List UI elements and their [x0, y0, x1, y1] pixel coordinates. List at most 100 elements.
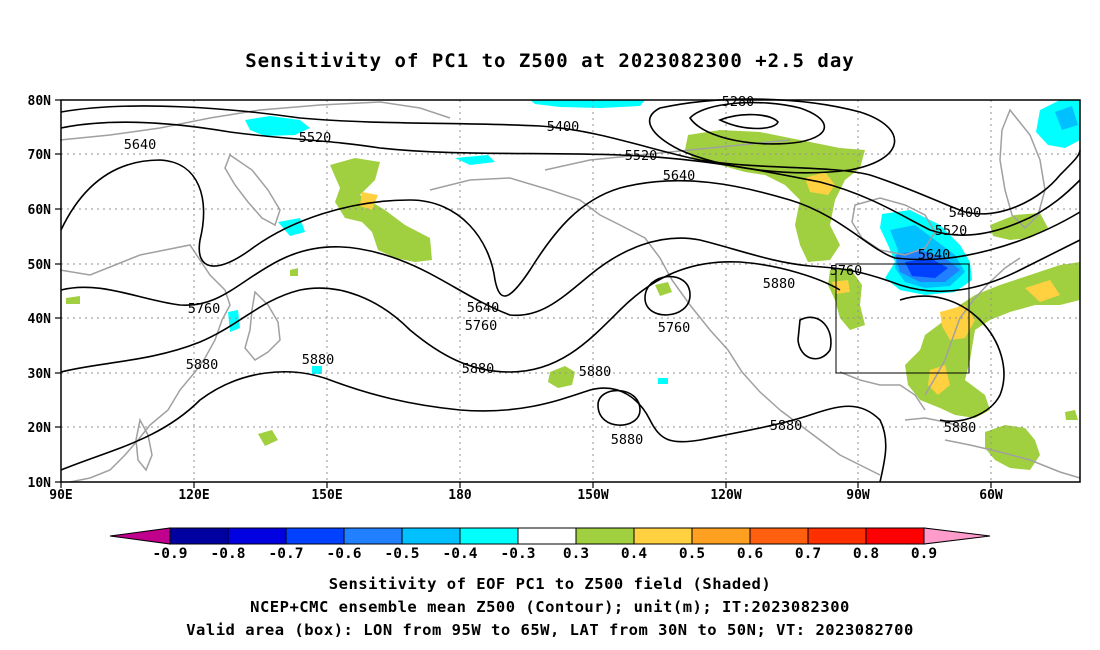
coast-asia: [59, 244, 231, 483]
contour-label: 5760: [830, 263, 863, 279]
coast-caribbean: [904, 417, 966, 429]
shade-yellow-3: [940, 305, 975, 340]
contour-label: 5760: [465, 318, 498, 334]
shade-yellow-6: [360, 192, 378, 210]
lon-tick-label: 180: [448, 488, 472, 503]
colorbar-label: 0.9: [911, 546, 937, 562]
contour-label: 5880: [770, 418, 803, 434]
colorbar-label: 0.5: [679, 546, 705, 562]
contour-label: 5640: [124, 137, 157, 153]
lon-tick-label: 120W: [710, 488, 741, 503]
contour-5880: [60, 260, 841, 373]
colorbar-cell: [691, 527, 751, 545]
contour-label: 5880: [302, 352, 335, 368]
colorbar-cell: [575, 527, 635, 545]
shade-negative-kamchatka: [245, 116, 310, 136]
colorbar-label: 0.8: [853, 546, 879, 562]
footer-line-valid-area: Valid area (box): LON from 95W to 65W, L…: [186, 621, 914, 639]
shade-positive-pacific-1: [548, 366, 575, 388]
colorbar-label: -0.8: [211, 546, 246, 562]
coast-kamchatka: [224, 153, 281, 227]
shade-positive-dot-2: [290, 268, 298, 276]
lat-tick-label: 20N: [28, 421, 52, 436]
contour-label: 5640: [467, 300, 500, 316]
colorbar-arrow-left: [109, 527, 171, 545]
contour-5880-gulf: [797, 316, 832, 360]
shade-negative-japan: [228, 310, 240, 332]
contour-label: 5520: [935, 223, 968, 239]
shade-positive-caribbean: [985, 425, 1040, 470]
contour-label: 5760: [658, 320, 691, 336]
lat-tick-label: 50N: [28, 258, 52, 273]
graticule: [61, 100, 1080, 482]
colorbar-cell: [169, 527, 229, 545]
lat-tick-label: 40N: [28, 312, 52, 327]
coast-alaska: [429, 177, 781, 411]
shade-positive-dot-1: [66, 296, 80, 304]
shade-positive-atlantic: [905, 262, 1080, 418]
shade-positive-japan-sea: [330, 158, 432, 262]
colorbar-cell: [459, 527, 519, 545]
colorbar-arrow-right: [923, 527, 991, 545]
colorbar-cell: [343, 527, 403, 545]
contour-5280-inner: [718, 113, 779, 130]
colorbar-cell: [517, 527, 577, 545]
lon-tick-label: 150E: [311, 488, 342, 503]
lat-axis: 80N 70N 60N 50N 40N 30N 20N 10N: [28, 94, 52, 491]
lon-tick-label: 150W: [577, 488, 608, 503]
shade-negative-top: [530, 100, 645, 108]
coast-mexico: [779, 409, 881, 476]
colorbar-label: 0.4: [621, 546, 647, 562]
lon-tick-label: 90E: [49, 488, 72, 503]
shade-yellow-5: [1025, 280, 1060, 302]
z500-contours: [60, 98, 1081, 483]
shade-yellow-1: [805, 172, 835, 195]
lon-tick-label: 120E: [178, 488, 209, 503]
tick-marks: [55, 99, 992, 488]
coast-south-america: [944, 439, 1081, 479]
shade-positive-bc-coast: [655, 282, 672, 296]
contour-5760: [60, 237, 1081, 317]
contour-label: 5640: [663, 168, 696, 184]
lat-tick-label: 60N: [28, 203, 52, 218]
contour-label: 5880: [579, 364, 612, 380]
shade-positive-greenland: [990, 213, 1048, 240]
colorbar-label: -0.7: [269, 546, 304, 562]
footer-line-contour: NCEP+CMC ensemble mean Z500 (Contour); u…: [250, 598, 850, 616]
colorbar-cell: [807, 527, 867, 545]
colorbar-cell: [227, 527, 287, 545]
shaded-sensitivity: [66, 100, 1080, 470]
contour-5640: [60, 159, 1081, 297]
colorbar-label: -0.6: [327, 546, 362, 562]
shade-positive-dot-3: [1065, 410, 1078, 420]
lon-tick-label: 90W: [846, 488, 870, 503]
contour-label: 5880: [186, 357, 219, 373]
colorbar-label: -0.4: [443, 546, 478, 562]
plot-frame: [60, 99, 1081, 483]
colorbar-label: -0.5: [385, 546, 420, 562]
shade-negative-pacific: [455, 155, 495, 165]
contour-5760-bc: [644, 275, 691, 316]
contour-5280: [688, 101, 826, 145]
contour-label: 5400: [547, 119, 580, 135]
lat-tick-label: 80N: [28, 94, 52, 109]
contour-5880-ring: [597, 389, 641, 426]
footer-line-shaded: Sensitivity of EOF PC1 to Z500 field (Sh…: [328, 575, 772, 593]
lat-tick-label: 10N: [28, 476, 52, 491]
contour-5520: [60, 121, 1081, 237]
coast-north-asia: [59, 101, 451, 141]
contour-5880-east: [899, 295, 1005, 422]
lat-tick-label: 30N: [28, 367, 52, 382]
colorbar-label: -0.3: [501, 546, 536, 562]
contour-label: 5280: [722, 94, 755, 110]
colorbar-label: 0.7: [795, 546, 821, 562]
contour-5400-north: [60, 105, 1081, 215]
contour-label: 5880: [763, 276, 796, 292]
contour-labels: 5280 5400 5400 5520 5520 5520 5640 5640 …: [124, 94, 982, 448]
colorbar: -0.9 -0.8 -0.7 -0.6 -0.5 -0.4 -0.3 0.3 0…: [109, 527, 991, 562]
colorbar-cell: [285, 527, 345, 545]
lat-tick-label: 70N: [28, 148, 52, 163]
colorbar-cell: [749, 527, 809, 545]
shade-negative-hudson-deep: [905, 258, 948, 278]
